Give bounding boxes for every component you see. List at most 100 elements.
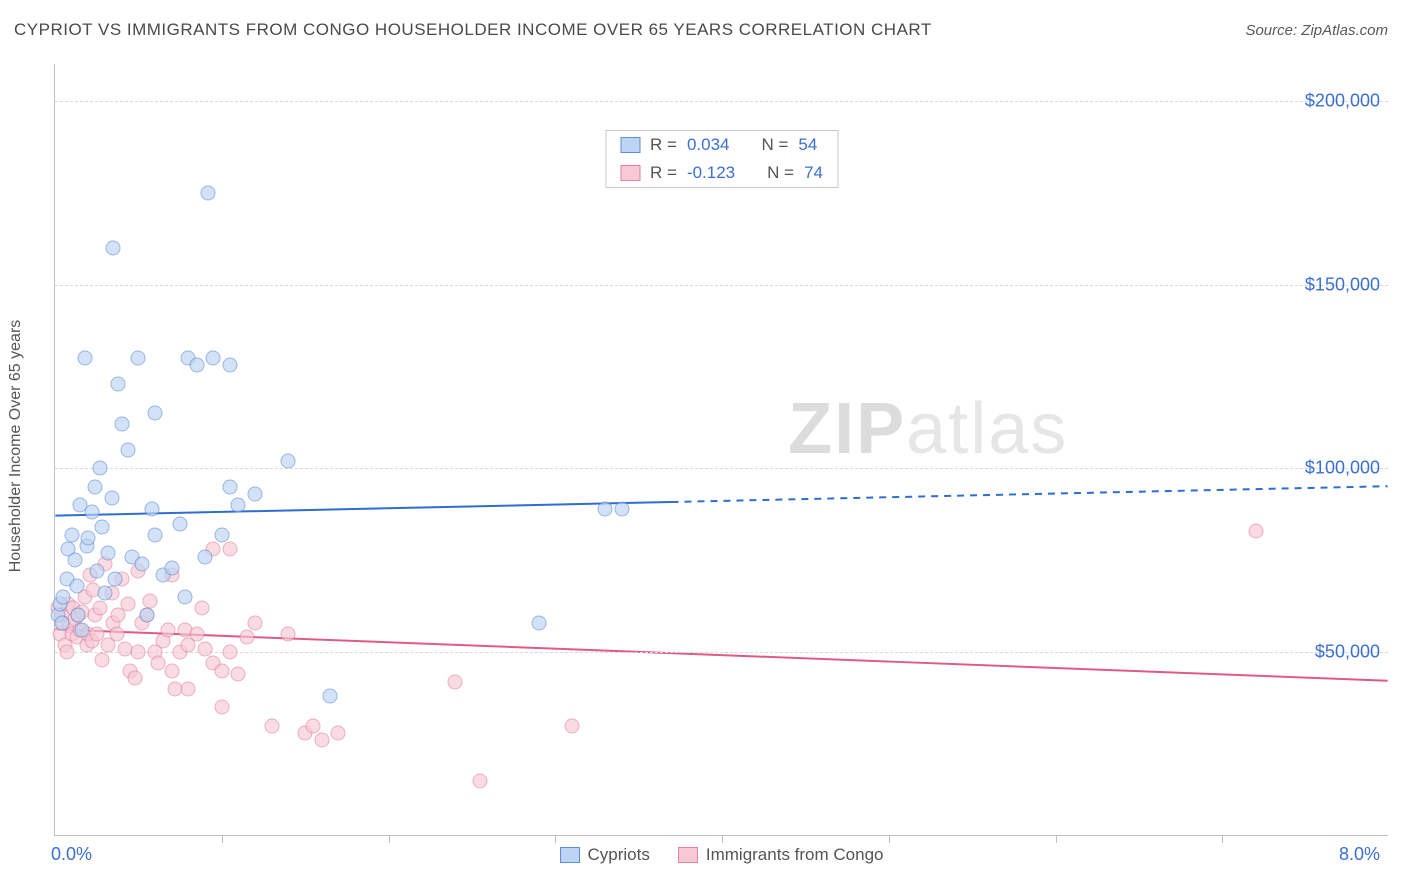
x-tick [889,835,890,843]
scatter-point [101,545,116,560]
scatter-point [93,461,108,476]
scatter-point [231,667,246,682]
x-tick-label: 8.0% [1339,844,1380,865]
stat-r-value: -0.123 [687,163,735,183]
scatter-point [131,351,146,366]
scatter-point [84,505,99,520]
stat-n-label: N = [761,135,788,155]
gridline [55,652,1388,653]
scatter-point [143,593,158,608]
scatter-point [531,615,546,630]
gridline [55,285,1388,286]
scatter-point [89,564,104,579]
scatter-point [248,487,263,502]
scatter-point [94,652,109,667]
scatter-point [69,579,84,594]
scatter-point [223,645,238,660]
scatter-point [71,608,86,623]
scatter-point [214,700,229,715]
stat-n-label: N = [767,163,794,183]
x-tick [555,835,556,843]
scatter-point [323,689,338,704]
x-tick [389,835,390,843]
scatter-point [144,501,159,516]
scatter-point [148,527,163,542]
scatter-point [54,615,69,630]
stat-n-value: 74 [804,163,823,183]
gridline [55,101,1388,102]
scatter-point [164,560,179,575]
watermark: ZIPatlas [788,388,1068,470]
scatter-point [231,498,246,513]
scatter-point [134,556,149,571]
scatter-point [248,615,263,630]
stat-r-label: R = [650,135,677,155]
scatter-point [106,240,121,255]
scatter-point [598,501,613,516]
scatter-point [148,406,163,421]
chart-container: CYPRIOT VS IMMIGRANTS FROM CONGO HOUSEHO… [0,0,1406,892]
scatter-point [564,718,579,733]
stats-row: R =-0.123N =74 [606,159,837,187]
scatter-point [64,527,79,542]
chart-title: CYPRIOT VS IMMIGRANTS FROM CONGO HOUSEHO… [14,20,932,40]
scatter-point [98,586,113,601]
scatter-point [161,623,176,638]
scatter-point [81,531,96,546]
scatter-point [139,608,154,623]
x-tick [1222,835,1223,843]
scatter-point [206,351,221,366]
legend-label: Cypriots [588,845,650,865]
correlation-stats-box: R = 0.034 N = 54R = -0.123 N = 74 [605,130,838,188]
stats-row: R = 0.034 N = 54 [606,131,837,159]
scatter-point [198,549,213,564]
scatter-point [239,630,254,645]
scatter-point [128,670,143,685]
scatter-point [448,674,463,689]
scatter-point [59,645,74,660]
plot-area: ZIPatlas $50,000 $100,000 $150,000 $200,000… [54,64,1388,836]
scatter-point [201,185,216,200]
y-axis-label: Householder Income Over 65 years [7,320,25,573]
scatter-point [93,601,108,616]
scatter-point [198,641,213,656]
series-swatch [620,165,640,181]
y-tick-label: $150,000 [1305,274,1380,295]
scatter-point [281,454,296,469]
y-tick-label: $200,000 [1305,90,1380,111]
legend-swatch [678,847,698,863]
scatter-point [223,542,238,557]
scatter-point [306,718,321,733]
legend-swatch [560,847,580,863]
scatter-point [189,626,204,641]
scatter-point [173,516,188,531]
scatter-point [121,443,136,458]
scatter-point [1248,523,1263,538]
scatter-point [473,773,488,788]
source-attribution: Source: ZipAtlas.com [1245,22,1388,39]
scatter-point [111,376,126,391]
scatter-point [104,490,119,505]
scatter-point [164,663,179,678]
series-swatch [620,137,640,153]
y-tick-label: $50,000 [1315,642,1380,663]
gridline [55,468,1388,469]
scatter-point [131,645,146,660]
scatter-point [314,733,329,748]
scatter-point [88,479,103,494]
scatter-point [181,681,196,696]
legend-item: Immigrants from Congo [678,845,884,865]
scatter-point [109,626,124,641]
legend: Cypriots Immigrants from Congo [560,845,884,865]
stat-n-value: 54 [798,135,817,155]
y-tick-label: $100,000 [1305,458,1380,479]
legend-label: Immigrants from Congo [706,845,884,865]
scatter-point [121,597,136,612]
scatter-point [94,520,109,535]
scatter-point [68,553,83,568]
scatter-point [74,623,89,638]
stat-r-value: 0.034 [687,135,730,155]
scatter-point [189,358,204,373]
scatter-point [56,590,71,605]
x-tick [722,835,723,843]
